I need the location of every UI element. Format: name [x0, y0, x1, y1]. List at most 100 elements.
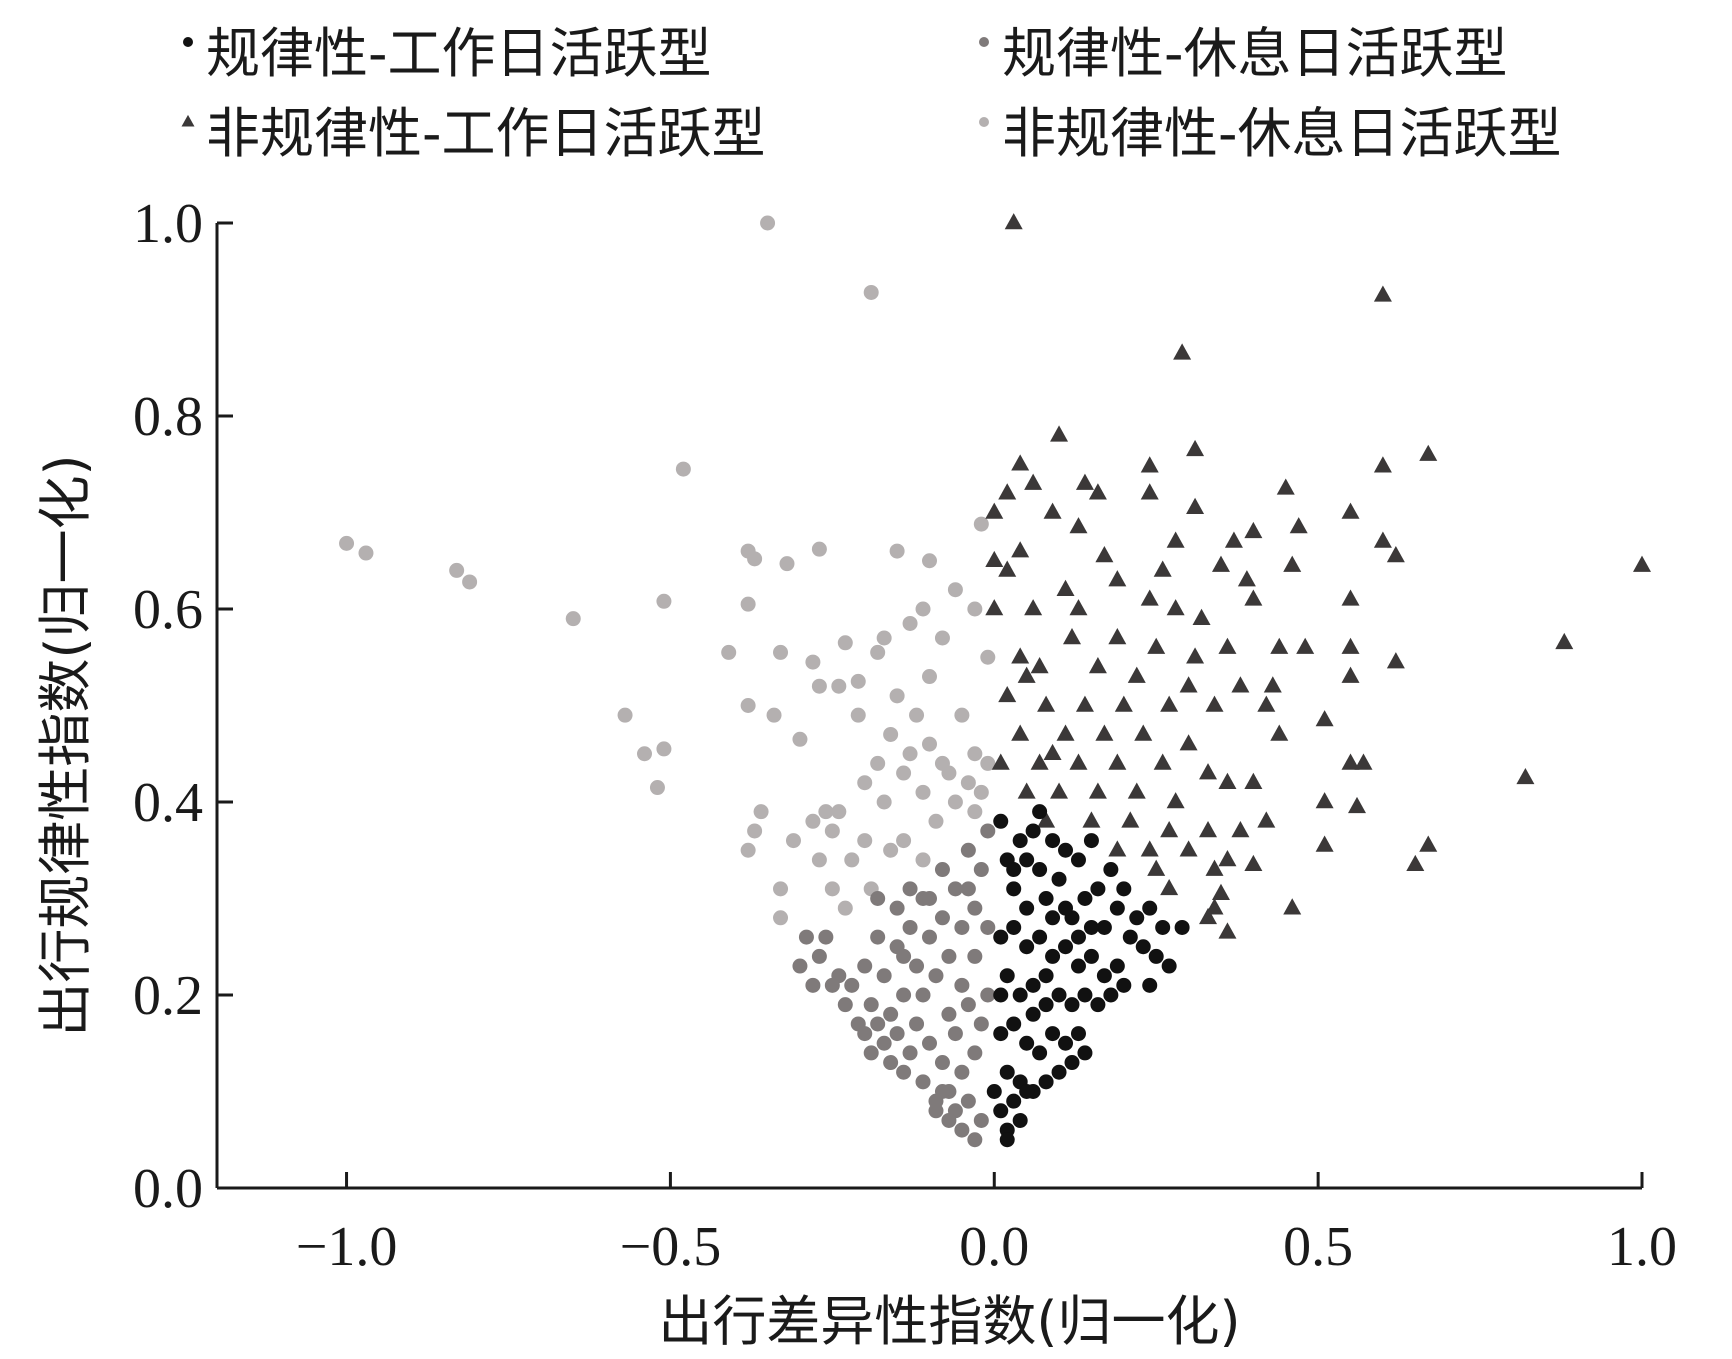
data-point	[811, 541, 827, 557]
legend-marker	[979, 117, 989, 127]
data-point	[1173, 343, 1192, 360]
data-point	[1283, 898, 1302, 915]
data-point	[922, 669, 937, 685]
data-point	[1004, 213, 1023, 230]
data-point	[934, 910, 950, 926]
data-point	[1315, 835, 1334, 852]
data-point	[991, 753, 1010, 770]
data-point	[980, 755, 996, 771]
data-point	[928, 968, 944, 984]
data-point	[1006, 1016, 1022, 1032]
data-point	[1058, 900, 1074, 916]
data-point	[889, 543, 905, 559]
legend-label: 规律性-工作日活跃型	[206, 22, 712, 85]
data-point	[922, 891, 937, 906]
data-point	[1147, 637, 1166, 654]
data-point	[1025, 823, 1041, 839]
data-point	[1211, 555, 1230, 572]
data-point	[870, 755, 886, 771]
data-point	[1166, 531, 1185, 548]
data-point	[863, 284, 879, 300]
data-point	[837, 635, 853, 651]
data-point	[747, 551, 763, 567]
data-point	[902, 615, 918, 631]
data-point	[850, 673, 866, 689]
data-point	[980, 649, 996, 665]
data-point	[1045, 1026, 1061, 1042]
data-point	[999, 1064, 1015, 1080]
data-point	[915, 601, 931, 617]
data-point	[922, 553, 937, 569]
data-point	[1205, 695, 1224, 712]
data-point	[811, 678, 827, 694]
data-point	[857, 1026, 873, 1042]
data-point	[1083, 948, 1099, 964]
data-point	[1069, 517, 1088, 534]
data-point	[947, 881, 963, 897]
data-point	[896, 987, 912, 1003]
data-point	[1096, 919, 1112, 935]
data-point	[857, 775, 873, 791]
series-3	[985, 213, 1651, 939]
data-point	[1166, 792, 1185, 809]
data-point	[1179, 840, 1198, 857]
data-point	[902, 746, 918, 762]
y-tick-label: 0.4	[133, 772, 203, 834]
data-point	[1341, 589, 1360, 606]
data-point	[1030, 753, 1049, 770]
data-point	[1103, 987, 1119, 1003]
data-point	[1116, 977, 1132, 993]
data-point	[857, 833, 873, 849]
data-point	[1142, 900, 1158, 916]
data-point	[876, 968, 892, 984]
data-point	[1108, 570, 1127, 587]
data-point	[954, 977, 970, 993]
data-point	[928, 1103, 944, 1119]
data-point	[649, 780, 665, 796]
data-point	[985, 599, 1004, 616]
data-point	[740, 596, 756, 612]
data-point	[1341, 666, 1360, 683]
data-point	[1129, 910, 1145, 926]
data-point	[760, 215, 776, 231]
data-point	[740, 842, 756, 858]
data-point	[934, 1055, 950, 1071]
data-point	[993, 1026, 1009, 1042]
data-point	[805, 977, 821, 993]
data-point	[1019, 900, 1035, 916]
data-point	[358, 545, 374, 561]
data-point	[1075, 695, 1094, 712]
data-point	[1633, 555, 1651, 572]
data-point	[889, 688, 905, 704]
data-point	[1179, 676, 1198, 693]
data-point	[1011, 647, 1030, 664]
data-point	[1056, 724, 1075, 741]
data-point	[1186, 497, 1205, 514]
data-point	[1012, 833, 1028, 849]
data-point	[675, 461, 691, 477]
data-point	[1224, 531, 1243, 548]
legend-marker	[979, 37, 989, 47]
data-point	[1270, 724, 1289, 741]
data-point	[999, 1132, 1015, 1148]
legend-label: 非规律性-工作日活跃型	[206, 102, 766, 165]
data-point	[883, 1006, 899, 1022]
data-point	[1116, 881, 1132, 897]
data-point	[1058, 842, 1074, 858]
data-point	[740, 698, 756, 713]
data-point	[1516, 767, 1535, 785]
data-point	[1160, 695, 1179, 712]
data-point	[1555, 632, 1574, 650]
data-point	[1218, 850, 1237, 867]
data-point	[565, 611, 581, 627]
data-point	[896, 1064, 912, 1080]
data-point	[1160, 878, 1179, 896]
data-point	[1038, 891, 1054, 906]
data-point	[954, 919, 970, 935]
data-point	[1140, 840, 1159, 857]
data-point	[998, 560, 1017, 577]
data-point	[1121, 811, 1140, 828]
data-point	[986, 1084, 1002, 1099]
data-point	[973, 1112, 989, 1128]
data-point	[811, 948, 827, 964]
